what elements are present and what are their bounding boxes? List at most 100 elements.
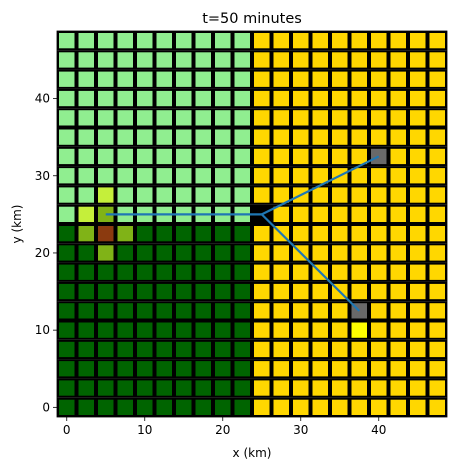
heatmap-cell — [76, 204, 96, 224]
heatmap-cell — [193, 224, 213, 244]
heatmap-cell — [115, 397, 135, 418]
heatmap-cell — [310, 204, 330, 224]
heatmap-cell — [271, 243, 291, 263]
heatmap-cell — [96, 339, 116, 360]
heatmap-cell — [408, 339, 428, 360]
heatmap-cell — [427, 224, 447, 244]
heatmap-cell — [174, 50, 194, 70]
heatmap-cell — [76, 224, 96, 244]
heatmap-cell — [232, 339, 252, 360]
heatmap-cell — [388, 166, 408, 186]
heatmap-cell — [57, 146, 77, 167]
x-tick-label: 30 — [293, 423, 308, 437]
heatmap-cell — [427, 108, 447, 128]
heatmap-cell — [96, 301, 116, 321]
heatmap-cell — [193, 397, 213, 418]
heatmap-cell — [193, 108, 213, 128]
x-axis-ticks: 0 10 20 30 40 — [63, 417, 386, 437]
heatmap-cell — [154, 108, 174, 128]
heatmap-cell — [232, 262, 252, 282]
heatmap-cell — [76, 301, 96, 321]
heatmap-cell — [154, 185, 174, 205]
heatmap-cell — [174, 146, 194, 167]
heatmap-cell — [388, 397, 408, 418]
heatmap-cell — [213, 224, 233, 244]
heatmap-cell — [330, 108, 350, 128]
heatmap-cell — [369, 88, 389, 109]
heatmap-cell — [154, 397, 174, 418]
heatmap-cell — [135, 378, 155, 398]
heatmap-cell — [213, 339, 233, 360]
heatmap-cell — [154, 320, 174, 340]
heatmap-cell — [232, 243, 252, 263]
heatmap-cell — [76, 127, 96, 147]
heatmap-cell — [369, 31, 389, 51]
heatmap-cell — [193, 166, 213, 186]
heatmap-cell — [76, 397, 96, 418]
heatmap-cell — [408, 243, 428, 263]
heatmap-cell — [57, 185, 77, 205]
heatmap-cell — [213, 69, 233, 89]
x-tick-label: 20 — [215, 423, 230, 437]
heatmap-cell — [213, 262, 233, 282]
heatmap-cell — [154, 69, 174, 89]
heatmap-cell — [369, 359, 389, 379]
heatmap-cell — [135, 339, 155, 360]
heatmap-cell — [213, 108, 233, 128]
heatmap-cell — [427, 262, 447, 282]
heatmap-cell — [76, 378, 96, 398]
heatmap-cell — [213, 397, 233, 418]
heatmap-cell — [330, 88, 350, 109]
heatmap-cell — [57, 378, 77, 398]
heatmap-cell — [232, 127, 252, 147]
heatmap-cell — [330, 146, 350, 167]
heatmap-cell — [174, 397, 194, 418]
heatmap-cell — [291, 224, 311, 244]
heatmap-cell — [115, 301, 135, 321]
heatmap-cell — [174, 301, 194, 321]
heatmap-cell — [369, 397, 389, 418]
heatmap-cell — [330, 31, 350, 51]
heatmap-cell — [349, 127, 369, 147]
heatmap-cell — [330, 339, 350, 360]
heatmap-cell — [271, 108, 291, 128]
heatmap-cell — [76, 88, 96, 109]
heatmap-cell — [154, 339, 174, 360]
heatmap-cell — [232, 146, 252, 167]
heatmap-cell — [154, 31, 174, 51]
heatmap-cell — [252, 281, 272, 302]
heatmap-cell — [271, 127, 291, 147]
heatmap-cell — [76, 108, 96, 128]
heatmap-cell — [193, 320, 213, 340]
heatmap-cell — [330, 378, 350, 398]
heatmap-cell — [57, 224, 77, 244]
heatmap-cell — [349, 31, 369, 51]
heatmap-cell — [96, 262, 116, 282]
heatmap-cell — [232, 378, 252, 398]
heatmap-cell — [232, 397, 252, 418]
heatmap-cell — [135, 301, 155, 321]
heatmap-cell — [291, 166, 311, 186]
heatmap-cell — [271, 88, 291, 109]
heatmap-cell — [310, 88, 330, 109]
heatmap-cell — [213, 185, 233, 205]
heatmap-cell — [408, 281, 428, 302]
heatmap-cell — [310, 359, 330, 379]
heatmap-cell — [115, 339, 135, 360]
heatmap-cell — [135, 166, 155, 186]
heatmap-cell — [193, 185, 213, 205]
heatmap-cell — [96, 320, 116, 340]
heatmap-cell — [213, 166, 233, 186]
heatmap-cell — [388, 320, 408, 340]
heatmap-cell — [310, 320, 330, 340]
heatmap-cell — [135, 31, 155, 51]
heatmap-cell — [57, 320, 77, 340]
heatmap-cell — [427, 50, 447, 70]
heatmap-cell — [57, 50, 77, 70]
heatmap-cell — [427, 359, 447, 379]
heatmap-cell — [193, 359, 213, 379]
heatmap-cell — [57, 301, 77, 321]
heatmap-cell — [135, 243, 155, 263]
heatmap-cell — [115, 146, 135, 167]
